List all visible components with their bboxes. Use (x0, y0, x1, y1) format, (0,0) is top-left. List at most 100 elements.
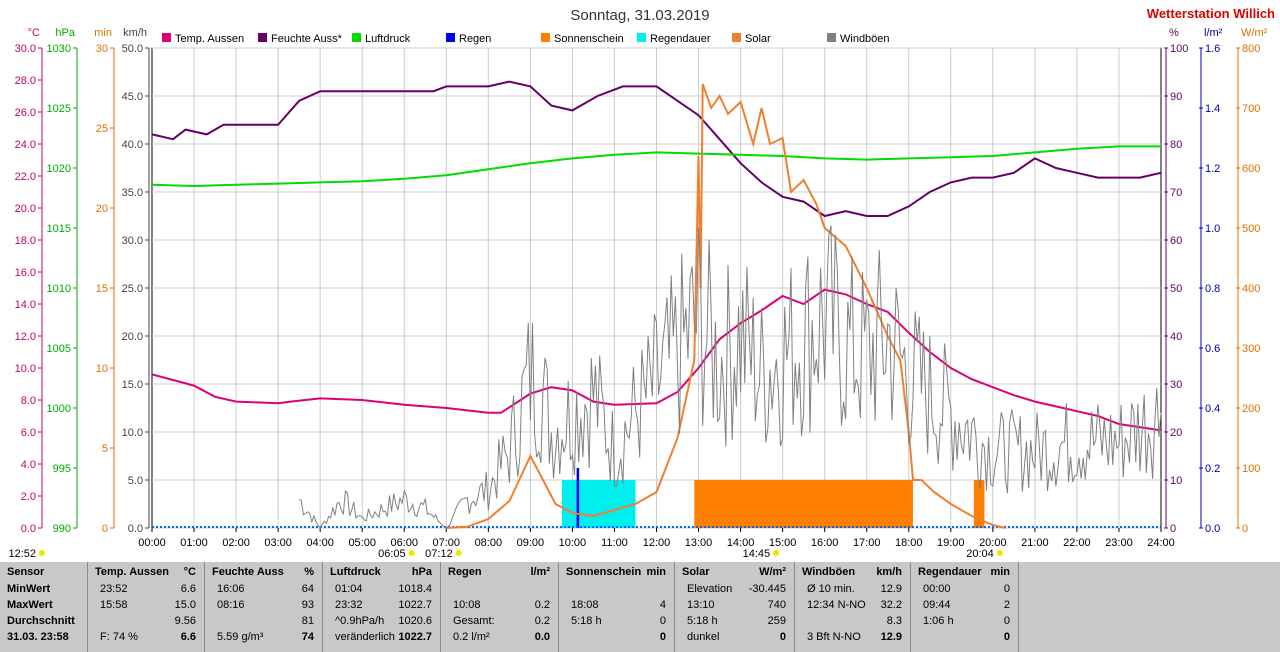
right-axis-2: W/m² 0 100 200 300 400 500 600 700 800 (1236, 27, 1268, 535)
stats-header: Feuchte Auss (212, 566, 284, 578)
x-tick-label: 10:00 (559, 537, 587, 549)
axis-tick-label: 15.0 (122, 379, 143, 391)
series-line-solar (446, 83, 1006, 529)
marker-label: 07:12 (425, 548, 453, 560)
axis-tick-label: 30 (1170, 379, 1182, 391)
stats-cell-value: 15.0 (174, 599, 196, 611)
axis-tick-label: 400 (1242, 283, 1260, 295)
stats-cell-label: 00:00 (923, 583, 951, 595)
x-tick-label: 08:00 (475, 537, 503, 549)
stats-cell-value: 4 (659, 599, 666, 611)
stats-cell-value: 81 (301, 615, 314, 627)
axis-unit: W/m² (1241, 27, 1268, 39)
stats-cell-value: 32.2 (880, 599, 902, 611)
stats-cell-value: 1018.4 (398, 583, 432, 595)
stats-header: Regendauer (918, 566, 982, 578)
legend-swatch (446, 33, 455, 42)
axis-tick-label: 0.4 (1205, 403, 1220, 415)
stats-cell-label: 31.03. 23:58 (7, 631, 69, 643)
statistics-table: Sensor MinWert MaxWert Durchschnitt 31.03. 2… (0, 562, 1280, 652)
stats-cell-label: 16:06 (217, 583, 245, 595)
series-line-feuchte-auss- (151, 80, 1162, 218)
marker-dot (455, 550, 462, 556)
marker-label: 06:05 (378, 548, 406, 560)
legend-swatch (732, 33, 741, 42)
axis-tick-label: 40 (1170, 331, 1182, 343)
axis-tick-label: 10 (96, 363, 108, 375)
stats-cell-value: 1022.7 (398, 631, 432, 643)
stats-header: Solar (682, 566, 710, 578)
stats-cell-value: 64 (301, 583, 314, 595)
axis-tick-label: 1010 (47, 283, 71, 295)
stats-cell-value: 0.2 (534, 599, 550, 611)
axis-tick-label: 1025 (47, 103, 71, 115)
axis-tick-label: 18.0 (15, 235, 36, 247)
marker-label: 14:45 (743, 548, 771, 560)
stats-column: Luftdruck hPa 01:04 1018.4 23:32 1022.7 ^0.9hP… (323, 562, 441, 652)
stats-cell-value: 74 (301, 631, 314, 643)
stats-cell-label: 10:08 (453, 599, 481, 611)
axis-tick-label: 0.0 (1205, 523, 1220, 535)
axis-tick-label: 5.0 (128, 475, 143, 487)
stats-cell-value: 0 (779, 631, 786, 643)
left-axis-0: °C 0.0 2.0 4.0 6.0 8.0 10.0 12.0 14.0 16.0 18.0 20.… (15, 27, 43, 535)
x-tick-label: 15:00 (769, 537, 797, 549)
legend-swatch (162, 33, 171, 42)
stats-cell-value: 1020.6 (398, 615, 432, 627)
axis-tick-label: 500 (1242, 223, 1260, 235)
marker-dot (39, 550, 45, 556)
axis-tick-label: 200 (1242, 403, 1260, 415)
x-tick-label: 18:00 (895, 537, 923, 549)
stats-header: Temp. Aussen (95, 566, 169, 578)
legend-label: Temp. Aussen (175, 33, 244, 45)
axis-tick-label: 0.6 (1205, 343, 1220, 355)
x-tick-label: 24:00 (1147, 537, 1175, 549)
stats-cell-value: 0.0 (534, 631, 550, 643)
axis-tick-label: 2.0 (21, 491, 36, 503)
stats-cell-label: 13:10 (687, 599, 715, 611)
axis-tick-label: 600 (1242, 163, 1260, 175)
axis-tick-label: 28.0 (15, 75, 36, 87)
stats-cell-label: 5.59 g/m³ (217, 631, 264, 643)
axis-tick-label: 16.0 (15, 267, 36, 279)
right-axis-1: l/m² 0.0 0.2 0.4 0.6 0.8 1.0 1.2 1.4 1.6 (1199, 27, 1223, 535)
axis-tick-label: 100 (1242, 463, 1260, 475)
axis-tick-label: 25 (96, 123, 108, 135)
axis-unit: km/h (123, 27, 147, 39)
x-tick-label: 14:00 (727, 537, 755, 549)
legend-label: Luftdruck (365, 33, 411, 45)
axis-tick-label: 0.0 (21, 523, 36, 535)
axis-tick-label: 22.0 (15, 171, 36, 183)
axis-tick-label: 995 (53, 463, 71, 475)
axis-tick-label: 0 (1170, 523, 1176, 535)
axis-tick-label: 1000 (47, 403, 71, 415)
stats-cell-label: dunkel (687, 631, 720, 643)
stats-cell-label: Elevation (687, 583, 733, 595)
axis-tick-label: 990 (53, 523, 71, 535)
series-line-windb-en (298, 225, 1162, 529)
stats-cell-value: 6.6 (180, 631, 196, 643)
stats-cell-label: Gesamt: (453, 615, 495, 627)
axis-tick-label: 6.0 (21, 427, 36, 439)
axis-tick-label: 14.0 (15, 299, 36, 311)
stats-header: Sonnenschein (566, 566, 642, 578)
stats-cell-value: 0 (1003, 615, 1010, 627)
axis-tick-label: 1.0 (1205, 223, 1220, 235)
stats-cell-label: F: 74 % (100, 631, 138, 643)
axis-tick-label: 700 (1242, 103, 1260, 115)
x-tick-label: 13:00 (685, 537, 713, 549)
stats-cell-value: 1022.7 (398, 599, 432, 611)
marker-dot (408, 550, 415, 556)
axis-tick-label: 70 (1170, 187, 1182, 199)
axis-tick-label: 25.0 (122, 283, 143, 295)
stats-header: Windböen (802, 566, 856, 578)
stats-column: Feuchte Auss% 16:06 64 08:16 93 81 5.59 g/m³ 74 (205, 562, 323, 652)
axis-tick-label: 20.0 (122, 331, 143, 343)
x-tick-label: 05:00 (348, 537, 376, 549)
left-axis-1: hPa 990 995 1000 1005 1010 1015 1020 1025 1030 (47, 27, 78, 535)
axis-unit: min (94, 27, 112, 39)
stats-cell-value: -30.445 (748, 583, 786, 595)
x-tick-label: 02:00 (222, 537, 250, 549)
axis-tick-label: 30 (96, 43, 108, 55)
